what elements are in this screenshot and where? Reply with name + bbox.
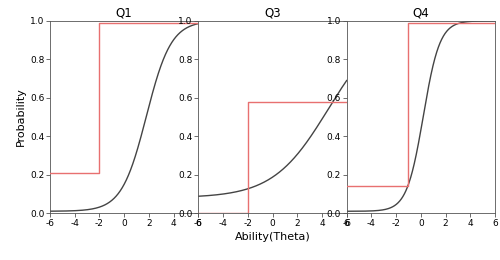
Title: Q1: Q1 xyxy=(116,7,132,20)
Title: Q3: Q3 xyxy=(264,7,281,20)
Y-axis label: Probability: Probability xyxy=(16,88,26,146)
X-axis label: Ability(Theta): Ability(Theta) xyxy=(234,232,310,242)
Title: Q4: Q4 xyxy=(412,7,429,20)
